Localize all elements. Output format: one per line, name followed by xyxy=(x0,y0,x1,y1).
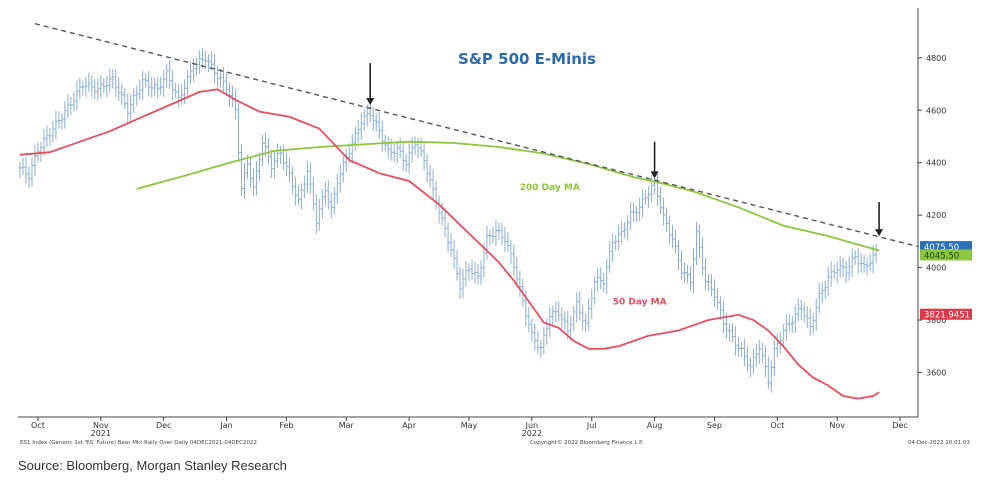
x-tick-label: Oct xyxy=(770,421,784,430)
y-tick-label: 4200 xyxy=(926,211,946,220)
x-tick-label: Nov xyxy=(93,421,109,430)
source-note: Source: Bloomberg, Morgan Stanley Resear… xyxy=(18,458,287,473)
arrow-head xyxy=(875,229,884,237)
end-label-value: 4045.50 xyxy=(924,251,959,261)
chart-title: S&P 500 E-Minis xyxy=(458,50,596,68)
end-label-value: 4075.50 xyxy=(924,243,959,253)
year-label: 2022 xyxy=(522,429,542,438)
index-note: ES1 Index (Generic 1st 'ES' Future) Bear… xyxy=(20,440,257,446)
axes xyxy=(18,8,919,418)
annotations: 200 Day MA 50 Day MA xyxy=(366,63,884,307)
y-tick-label: 4000 xyxy=(926,264,946,273)
x-tick-label: Apr xyxy=(402,421,417,430)
50-day-ma-line xyxy=(19,88,880,400)
x-tick-label: May xyxy=(461,421,478,430)
arrow-head xyxy=(650,171,659,179)
y-tick-label: 3600 xyxy=(926,368,946,377)
y-tick-label: 4800 xyxy=(926,54,946,63)
200-day-ma-line xyxy=(136,140,880,252)
x-tick-label: Feb xyxy=(279,421,293,430)
x-tick-label: Sep xyxy=(707,421,722,430)
x-ticks: Oct Nov Dec Jan Feb Mar Apr May Jun Jul Aug Sep Oct N… xyxy=(31,417,908,438)
x-tick-label: Jun xyxy=(525,421,539,430)
end-label-box xyxy=(920,308,972,320)
x-tick-label: Dec xyxy=(892,421,907,430)
end-label-box xyxy=(920,241,972,253)
x-tick-label: Aug xyxy=(647,421,663,430)
end-label-value: 3821.9451 xyxy=(924,311,970,321)
y-tick-label: 3800 xyxy=(926,316,946,325)
x-tick-label: Jul xyxy=(586,421,597,430)
copyright-note: Copyright© 2022 Bloomberg Finance L.P. xyxy=(530,439,644,446)
series-annotation: 200 Day MA xyxy=(520,183,580,193)
timestamp: 04-Dec-2022 10:01:03 xyxy=(908,440,971,446)
trendline-line xyxy=(34,23,919,248)
y-tick-label: 4400 xyxy=(926,159,946,168)
price-bars xyxy=(18,48,878,393)
x-tick-label: Dec xyxy=(156,421,171,430)
end-label-box xyxy=(920,249,972,261)
y-ticks: 3600 3800 4000 4200 4400 4600 4800 xyxy=(918,54,946,377)
x-tick-label: Jan xyxy=(219,421,232,430)
y-tick-label: 4600 xyxy=(926,106,946,115)
arrow-head xyxy=(366,98,375,106)
x-tick-label: Nov xyxy=(829,421,845,430)
x-tick-label: Mar xyxy=(339,421,355,430)
moving-average-lines xyxy=(19,23,919,400)
series-annotation: 50 Day MA xyxy=(613,297,667,307)
x-tick-label: Oct xyxy=(31,421,45,430)
year-label: 2021 xyxy=(91,429,111,438)
